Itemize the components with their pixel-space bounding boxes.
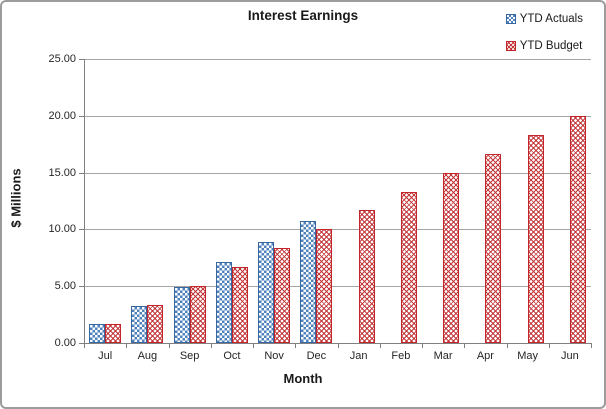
y-tick-mark — [79, 115, 84, 117]
x-tick-label-aug: Aug — [137, 350, 158, 362]
x-tick-label-jul: Jul — [98, 350, 113, 362]
x-tick-mark — [210, 343, 212, 348]
x-tick-mark — [422, 343, 423, 348]
bar-ytd-budget-jul — [105, 324, 122, 343]
legend-item-ytd-budget: YTD Budget — [505, 40, 583, 52]
x-tick-label-jan: Jan — [349, 350, 368, 362]
legend-label-ytd-budget: YTD Budget — [519, 40, 583, 52]
x-tick-mark — [84, 343, 85, 348]
x-tick-mark — [548, 343, 550, 348]
x-tick-label-mar: Mar — [433, 350, 453, 362]
x-axis-title: Month — [283, 371, 323, 386]
x-tick-mark — [464, 343, 466, 348]
x-tick-label-oct: Oct — [223, 350, 241, 362]
bar-ytd-budget-may — [527, 134, 544, 343]
legend-marker-ytd-actuals-icon — [505, 14, 516, 24]
bar-ytd-budget-feb — [400, 191, 417, 343]
x-tick-label-dec: Dec — [306, 350, 327, 362]
gridline — [85, 286, 591, 288]
legend: YTD Actuals YTD Budget — [505, 13, 583, 52]
y-tick-mark — [79, 172, 84, 174]
x-tick-label-may: May — [517, 350, 539, 362]
x-tick-mark — [506, 343, 508, 348]
x-tick-label-jun: Jun — [561, 350, 579, 362]
bar-ytd-actuals-dec — [300, 221, 317, 343]
plot-area — [84, 59, 591, 343]
bar-ytd-budget-jan — [358, 210, 375, 343]
bar-ytd-budget-dec — [316, 229, 333, 343]
bar-ytd-actuals-aug — [131, 305, 148, 343]
legend-label-ytd-actuals: YTD Actuals — [519, 13, 583, 25]
y-tick-mark — [79, 59, 84, 60]
gridline — [85, 172, 591, 174]
x-tick-label-sep: Sep — [179, 350, 200, 362]
bar-ytd-actuals-sep — [173, 287, 190, 343]
y-axis-line — [84, 59, 85, 344]
bar-ytd-budget-aug — [147, 305, 164, 343]
y-tick-label: 10.00 — [48, 223, 76, 236]
bar-ytd-actuals-oct — [215, 262, 232, 343]
y-tick-label: 15.00 — [48, 166, 76, 179]
y-tick-mark — [79, 286, 84, 288]
y-tick-label: 25.00 — [48, 53, 76, 65]
bar-ytd-budget-apr — [485, 153, 502, 343]
bar-ytd-actuals-nov — [258, 241, 275, 343]
bar-ytd-budget-mar — [443, 172, 460, 343]
y-tick-label: 5.00 — [54, 280, 76, 293]
x-tick-mark — [295, 343, 297, 348]
gridline — [85, 115, 591, 117]
y-tick-label: 20.00 — [48, 109, 76, 122]
legend-item-ytd-actuals: YTD Actuals — [505, 13, 583, 25]
bar-ytd-budget-sep — [189, 286, 206, 343]
bar-ytd-budget-nov — [274, 248, 291, 343]
y-axis-title: $ Millions — [8, 168, 24, 228]
x-tick-mark — [337, 343, 339, 348]
x-tick-mark — [379, 343, 381, 348]
gridline — [85, 229, 591, 231]
legend-marker-ytd-budget-icon — [505, 41, 516, 51]
x-tick-label-feb: Feb — [391, 350, 411, 362]
x-tick-mark — [591, 343, 592, 348]
bar-ytd-budget-jun — [569, 115, 586, 343]
y-tick-mark — [79, 343, 84, 344]
bar-ytd-budget-oct — [231, 267, 248, 343]
x-tick-label-apr: Apr — [476, 350, 494, 362]
chart-title: Interest Earnings — [247, 8, 359, 23]
y-tick-label: 0.00 — [54, 337, 76, 349]
y-tick-mark — [79, 229, 84, 231]
x-tick-mark — [168, 343, 170, 348]
gridline — [85, 59, 591, 60]
bar-ytd-actuals-jul — [89, 323, 106, 343]
x-tick-mark — [253, 343, 254, 348]
x-tick-mark — [126, 343, 128, 348]
x-tick-label-nov: Nov — [264, 350, 284, 362]
